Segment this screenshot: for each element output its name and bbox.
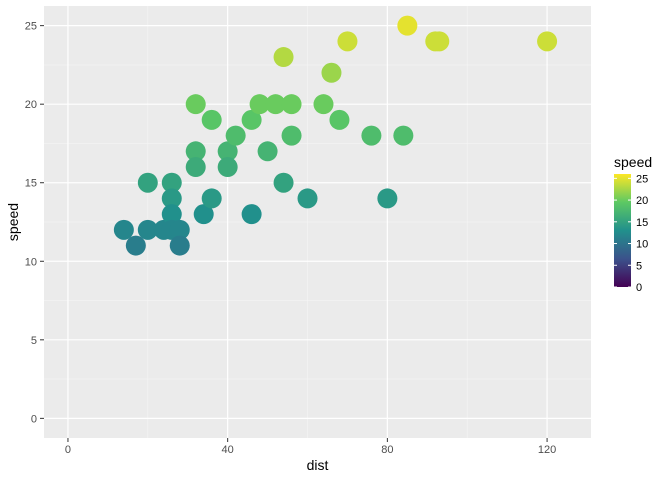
- legend-tick-label: 25: [636, 173, 648, 185]
- data-point: [361, 125, 382, 146]
- y-tick-label: 5: [31, 335, 37, 347]
- data-point: [393, 125, 414, 146]
- data-point: [397, 15, 418, 36]
- data-point: [137, 219, 158, 240]
- data-point: [329, 109, 350, 130]
- y-tick-label: 0: [31, 413, 37, 425]
- legend-tick-label: 20: [636, 195, 648, 207]
- data-point: [161, 172, 182, 193]
- data-point: [297, 188, 318, 209]
- data-point: [185, 157, 206, 178]
- x-tick-label: 120: [538, 444, 556, 456]
- minor-gridlines: [44, 6, 591, 438]
- legend-tick-label: 10: [636, 239, 648, 251]
- x-axis-title: dist: [307, 457, 329, 473]
- legend-title: speed: [614, 154, 652, 170]
- data-point: [217, 157, 238, 178]
- data-point: [161, 188, 182, 209]
- legend: speed 0 5 10 15 20 25: [614, 154, 652, 294]
- data-point: [265, 94, 286, 115]
- major-gridlines: [44, 6, 591, 438]
- x-tick-label: 0: [65, 444, 71, 456]
- data-point: [169, 235, 190, 256]
- data-point: [257, 141, 278, 162]
- x-axis-ticks: 0 40 80 120: [65, 438, 556, 456]
- data-point: [429, 31, 450, 52]
- data-point: [273, 172, 294, 193]
- data-point: [125, 235, 146, 256]
- data-point: [337, 31, 358, 52]
- y-tick-label: 25: [25, 21, 37, 33]
- legend-tick-label: 0: [636, 282, 642, 294]
- data-point: [217, 141, 238, 162]
- legend-ticks: 0 5 10 15 20 25: [614, 173, 648, 294]
- y-tick-label: 15: [25, 178, 37, 190]
- data-point: [313, 94, 334, 115]
- y-tick-label: 20: [25, 99, 37, 111]
- data-point: [161, 204, 182, 225]
- data-point: [169, 219, 190, 240]
- legend-colorbar: [614, 174, 631, 287]
- y-tick-label: 10: [25, 256, 37, 268]
- legend-tick-label: 15: [636, 217, 648, 229]
- data-point: [113, 219, 134, 240]
- data-point: [249, 94, 270, 115]
- data-points: [113, 15, 558, 256]
- y-axis-ticks: 0 5 10 15 20 25: [25, 21, 44, 425]
- data-point: [185, 94, 206, 115]
- legend-tick-label: 5: [636, 260, 642, 272]
- data-point: [137, 172, 158, 193]
- data-point: [193, 204, 214, 225]
- data-point: [241, 204, 262, 225]
- data-point: [281, 94, 302, 115]
- data-point: [185, 141, 206, 162]
- data-point: [281, 125, 302, 146]
- x-tick-label: 80: [381, 444, 393, 456]
- data-point: [377, 188, 398, 209]
- data-point: [241, 109, 262, 130]
- data-point: [537, 31, 558, 52]
- data-point: [201, 109, 222, 130]
- x-tick-label: 40: [222, 444, 234, 456]
- data-point: [273, 47, 294, 68]
- data-point: [201, 188, 222, 209]
- y-axis-title: speed: [5, 203, 21, 241]
- data-point: [321, 62, 342, 83]
- data-point: [225, 125, 246, 146]
